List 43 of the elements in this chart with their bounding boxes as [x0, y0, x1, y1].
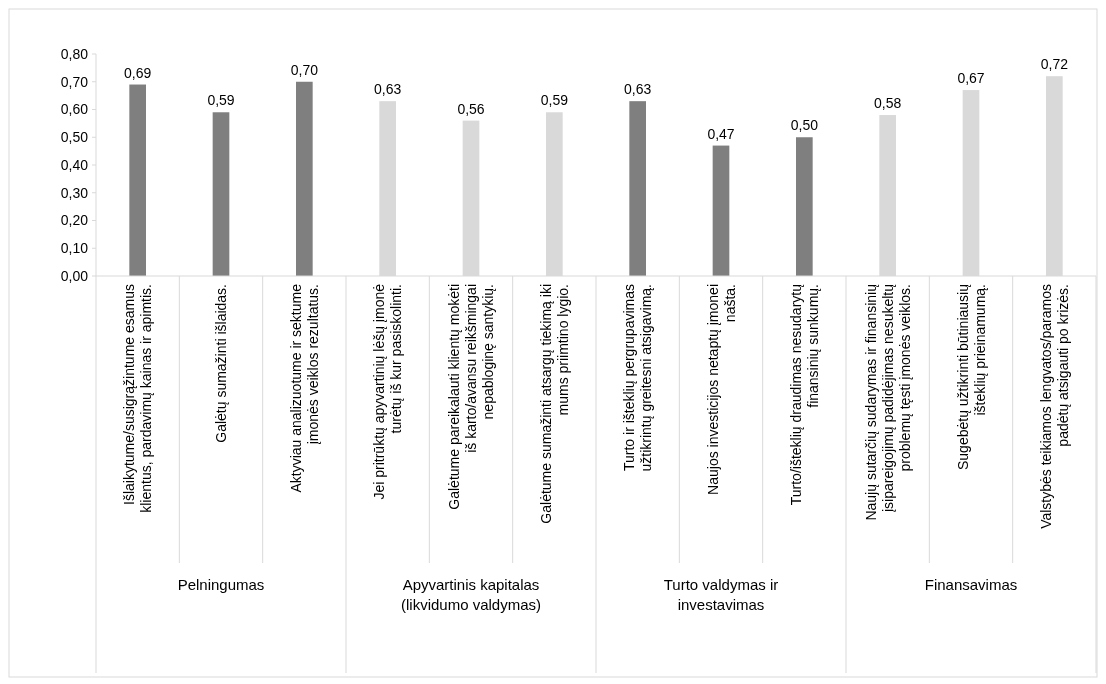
data-label: 0,59: [540, 92, 569, 109]
y-tick-label: 0,60: [60, 101, 89, 118]
text: Apyvartinis kapitalas (likvidumo valdymas): [400, 576, 542, 613]
y-tick-label: 0,40: [60, 156, 89, 173]
data-label: 0,56: [457, 100, 485, 117]
bar: [629, 101, 646, 276]
bar: [212, 112, 230, 276]
bar: [796, 137, 813, 276]
text: Finansavimas: [924, 576, 1018, 593]
y-tick-label: 0,00: [60, 267, 89, 284]
x-tick-label: Turto/išteklių draudimas nesudarytų finansinių sunkumų.: [787, 283, 821, 506]
y-tick-label: 0,50: [60, 129, 89, 146]
x-tick-label: Naujų sutarčių sudarymas ir finansinių įsipareigojimų padidėjimas nesukeltų problemų tęsti įmonės veiklos.: [862, 283, 913, 521]
data-label: 0,63: [374, 81, 402, 98]
y-tick-label: 0,10: [60, 240, 89, 257]
text: Turto valdymas ir investavimas: [663, 576, 779, 613]
y-tick-label: 0,80: [60, 45, 89, 62]
data-label: 0,58: [874, 95, 902, 112]
bar: [129, 84, 146, 276]
x-tick-label: Valstybės teikiamos lengvatos/paramos padėtų atsigauti po krizės.: [1037, 284, 1071, 529]
y-tick-label: 0,30: [60, 184, 89, 201]
x-tick-label: Galėtų sumažinti išlaidas.: [213, 284, 229, 443]
data-label: 0,72: [1040, 56, 1069, 73]
text: Pelningumas: [177, 576, 265, 593]
data-label: 0,50: [790, 117, 819, 134]
data-label: 0,69: [124, 64, 152, 81]
data-label: 0,47: [707, 125, 735, 142]
x-tick-label: Galėtume sumažinti atsargų tiekimą iki mums priimtino lygio.: [537, 284, 571, 524]
bar: [712, 145, 730, 276]
x-tick-label: Galėtume pareikalauti klientų mokėti iš karto/avansu reikšmingai nepabloginę santykių.: [446, 284, 496, 510]
data-label: 0,63: [624, 81, 652, 98]
data-label: 0,70: [290, 61, 319, 78]
data-label: 0,59: [207, 92, 235, 109]
data-label: 0,67: [957, 70, 985, 87]
x-tick-label: Aktyviau analizuotume ir sektume įmonės veiklos rezultatus.: [287, 283, 321, 493]
x-tick-label: Turto ir išteklių pergrupavimas užtikrintų greitesni atsigavimą.: [621, 284, 655, 472]
x-tick-label: Naujos investicijos netaptų įmonei našta.: [704, 284, 738, 495]
bar: [296, 81, 313, 276]
x-tick-label: Jei pritrūktų apyvartinių lėšų įmonė turėtų iš kur pasiskolinti.: [371, 283, 405, 500]
x-tick-label: Sugebėtų užtikrinti būtiniausių išteklių prieinamumą.: [954, 283, 988, 471]
x-tick-label: Išlaikytume/susigrąžintume esamus klientus, pardavimų kainas ir apimtis.: [121, 284, 155, 513]
y-tick-label: 0,70: [60, 73, 89, 90]
y-tick-label: 0,20: [60, 212, 89, 229]
